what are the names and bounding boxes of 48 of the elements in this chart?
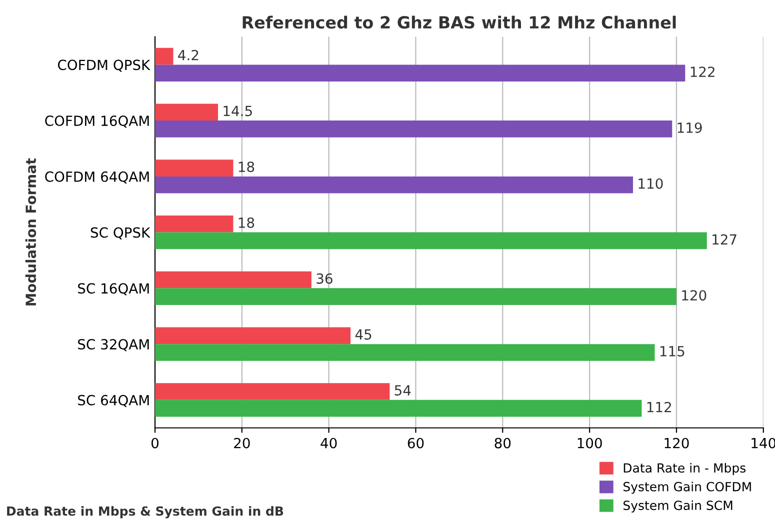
bar <box>155 344 655 361</box>
bar <box>155 271 312 288</box>
data-label: 18 <box>238 162 254 172</box>
bar <box>155 216 234 232</box>
x-tick-label: 100 <box>578 438 602 448</box>
y-tick-label: SC 64QAM <box>78 394 149 408</box>
chart-title: Referenced to 2 Ghz BAS with 12 Mhz Channel <box>242 16 676 29</box>
bar <box>155 104 218 121</box>
legend-label: System Gain COFDM <box>623 482 751 494</box>
bar <box>155 160 234 176</box>
legend-label: System Gain SCM <box>623 500 732 513</box>
bar <box>155 288 676 305</box>
data-label: 120 <box>682 290 706 301</box>
bar <box>155 176 634 194</box>
y-tick-label: SC 16QAM <box>78 283 149 296</box>
y-tick-label: COFDM 64QAM <box>45 171 149 184</box>
data-label: 119 <box>678 122 702 133</box>
data-label: 122 <box>690 66 714 77</box>
x-tick-label: 60 <box>408 438 424 448</box>
data-label: 112 <box>647 402 671 412</box>
y-tick-label: SC QPSK <box>90 227 150 240</box>
data-label: 110 <box>638 178 663 189</box>
bar <box>155 48 174 65</box>
data-label: 54 <box>394 385 411 396</box>
x-tick-label: 120 <box>664 438 689 448</box>
data-label: 36 <box>316 273 332 284</box>
y-tick-label: COFDM QPSK <box>58 60 150 72</box>
y-tick-label: SC 32QAM <box>78 339 149 352</box>
data-label: 127 <box>712 234 736 245</box>
data-label: 45 <box>355 329 372 340</box>
data-label: 115 <box>660 346 684 356</box>
bar <box>155 120 672 138</box>
x-tick-label: 80 <box>494 438 511 448</box>
x-tick-label: 20 <box>234 438 250 448</box>
bar <box>155 400 642 417</box>
data-label: 4.2 <box>178 50 198 60</box>
bar <box>155 64 686 82</box>
bar <box>155 327 351 344</box>
y-axis-title: Modulation Format <box>25 158 36 306</box>
x-axis-title: Data Rate in Mbps & System Gain in dB <box>7 506 284 518</box>
y-tick-label: COFDM 16QAM <box>45 116 149 128</box>
bar <box>155 232 707 250</box>
x-tick-label: 0 <box>151 438 158 448</box>
x-tick-label: 40 <box>320 438 337 448</box>
bar <box>155 383 390 400</box>
data-label: 14.5 <box>224 106 252 116</box>
data-label: 18 <box>238 217 254 228</box>
legend-label: Data Rate in - Mbps <box>624 462 746 476</box>
